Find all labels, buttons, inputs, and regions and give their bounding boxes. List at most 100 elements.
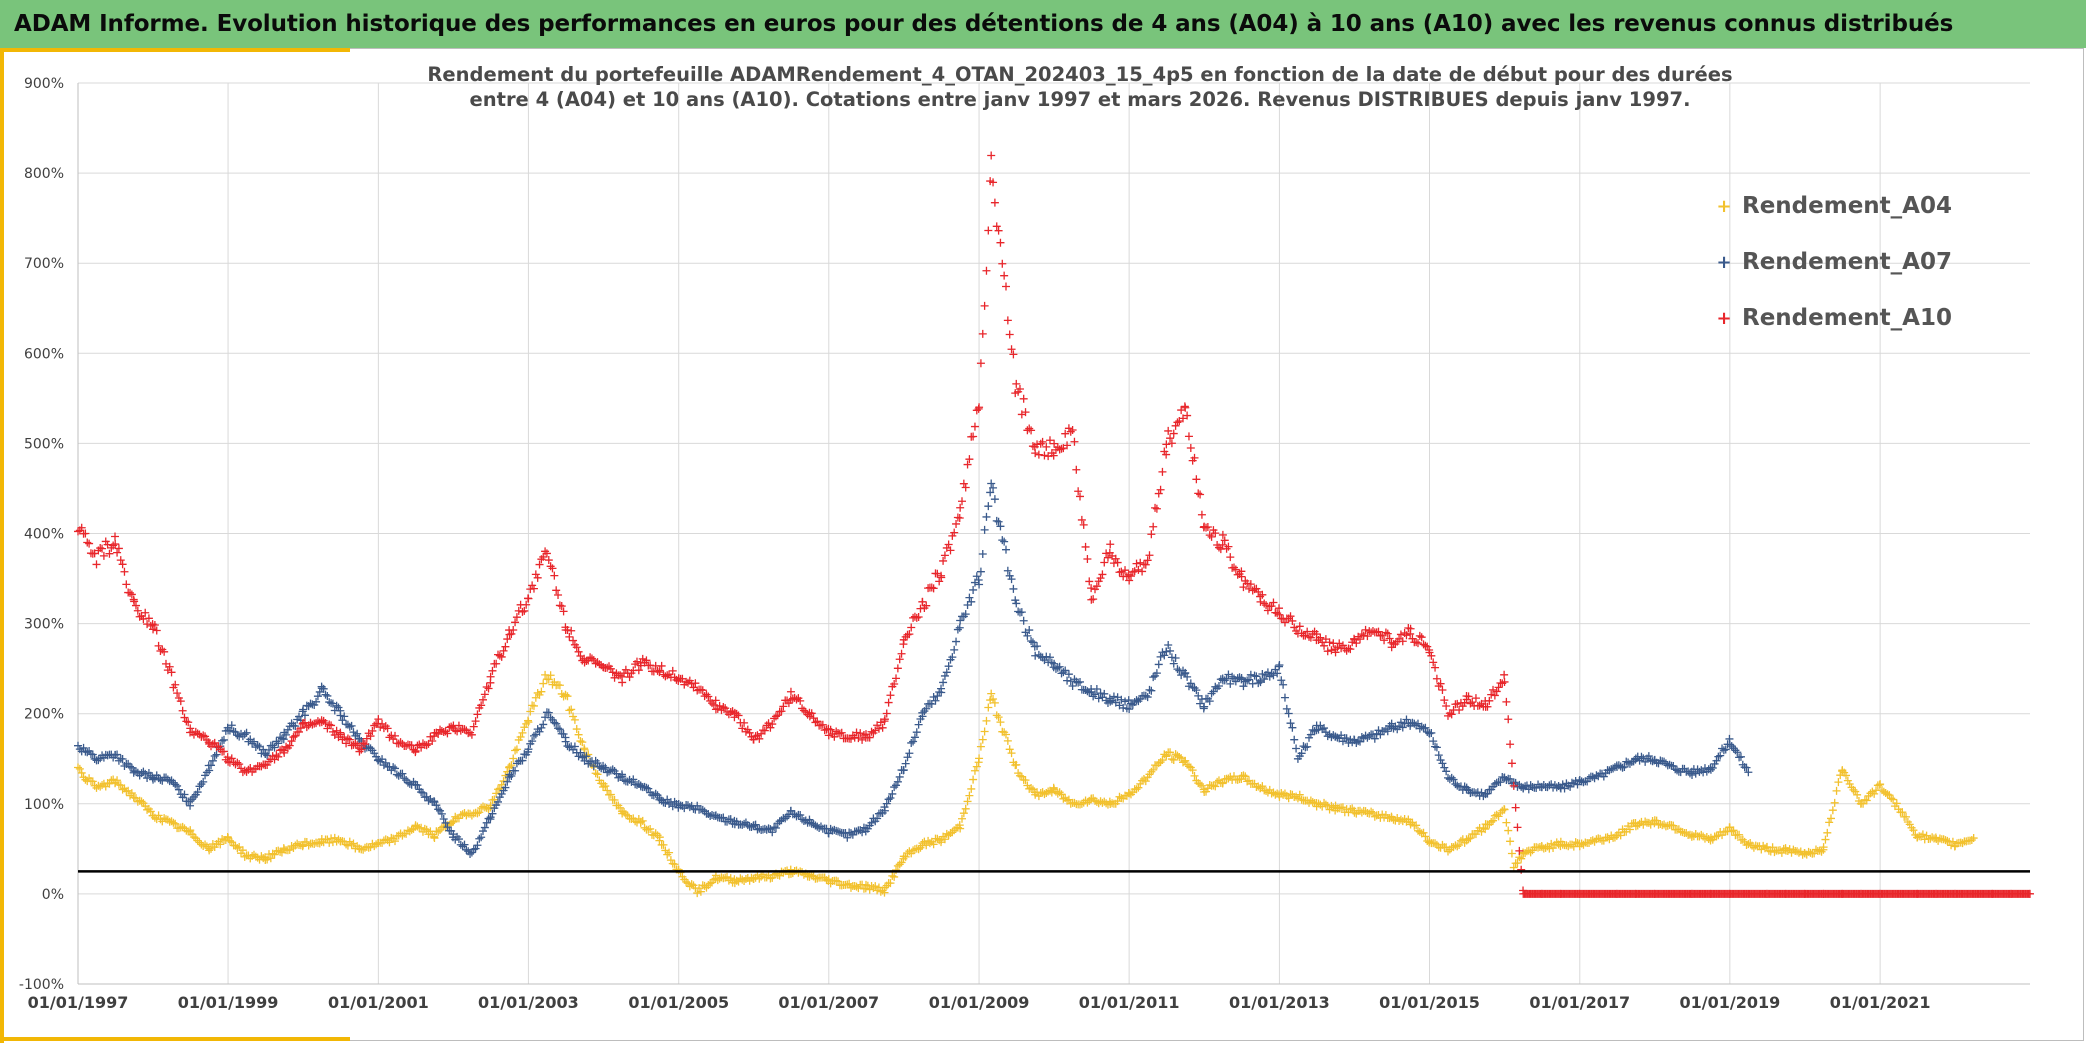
data-point-a07 [1374, 726, 1383, 735]
data-point-a07 [480, 823, 489, 832]
data-point-a10 [111, 532, 120, 541]
data-point-a04 [766, 874, 775, 883]
data-point-a07 [1246, 670, 1255, 679]
data-point-a07 [601, 763, 610, 772]
data-point-a10 [1263, 606, 1272, 615]
data-point-a07 [992, 516, 1001, 525]
data-point-a10 [946, 546, 955, 555]
y-tick-label: 600% [24, 346, 64, 362]
data-point-a07 [1228, 672, 1237, 681]
data-point-a10 [554, 591, 563, 600]
data-point-a10 [1335, 639, 1344, 648]
data-point-a10 [952, 519, 961, 528]
data-point-a04 [1887, 794, 1896, 803]
data-point-a10 [321, 719, 330, 728]
data-point-a07 [173, 781, 182, 790]
data-point-a07 [933, 692, 942, 701]
data-point-a07 [1396, 718, 1405, 727]
data-point-a07 [719, 813, 728, 822]
data-point-a07 [378, 755, 387, 764]
data-point-a04 [606, 790, 615, 799]
data-point-a10 [959, 479, 968, 488]
data-point-a10 [1063, 441, 1072, 450]
data-point-a10 [113, 548, 122, 557]
data-point-a07 [1398, 723, 1407, 732]
data-point-a04 [659, 840, 668, 849]
data-point-a10 [368, 726, 377, 735]
data-point-a10 [874, 724, 883, 733]
data-point-a07 [1220, 676, 1229, 685]
data-point-a07 [1712, 756, 1721, 765]
data-point-a04 [1845, 780, 1854, 789]
data-point-a04 [741, 875, 750, 884]
data-point-a10 [1207, 532, 1216, 541]
data-point-a07 [1258, 670, 1267, 679]
data-point-a04 [458, 810, 467, 819]
data-point-a04 [1489, 816, 1498, 825]
data-point-a10 [1229, 563, 1238, 572]
data-point-a10 [282, 742, 291, 751]
data-point-a10 [992, 222, 1001, 231]
data-point-a10 [240, 766, 249, 775]
data-point-a04 [1308, 798, 1317, 807]
data-point-a07 [1091, 690, 1100, 699]
data-point-a10 [422, 741, 431, 750]
data-point-a10 [219, 747, 228, 756]
data-point-a04 [1415, 827, 1424, 836]
data-point-a07 [398, 769, 407, 778]
data-point-a07 [306, 699, 315, 708]
data-point-a07 [982, 512, 991, 521]
data-point-a07 [1125, 705, 1134, 714]
data-point-a07 [693, 801, 702, 810]
data-point-a04 [422, 825, 431, 834]
data-point-a07 [1109, 692, 1118, 701]
data-point-a10 [1231, 565, 1240, 574]
data-point-a04 [193, 836, 202, 845]
data-point-a10 [1072, 465, 1081, 474]
data-point-a10 [512, 613, 521, 622]
data-point-a10 [1162, 440, 1171, 449]
data-point-a07 [1166, 646, 1175, 655]
data-point-a07 [901, 759, 910, 768]
data-point-a10 [1081, 542, 1090, 551]
data-point-a10 [880, 715, 889, 724]
data-point-a07 [922, 704, 931, 713]
data-point-a10 [1288, 616, 1297, 625]
data-point-a07 [1434, 751, 1443, 760]
data-point-a07 [503, 777, 512, 786]
data-point-a07 [1023, 631, 1032, 640]
data-point-a04 [88, 777, 97, 786]
data-point-a07 [1427, 728, 1436, 737]
data-point-a04 [146, 807, 155, 816]
data-point-a10 [638, 654, 647, 663]
data-point-a07 [524, 745, 533, 754]
data-point-a10 [569, 636, 578, 645]
data-point-a07 [261, 750, 270, 759]
data-point-a04 [1125, 789, 1134, 798]
data-point-a07 [1068, 682, 1077, 691]
data-point-a07 [740, 819, 749, 828]
data-point-a10 [606, 664, 615, 673]
data-point-a04 [137, 797, 146, 806]
data-point-a04 [892, 866, 901, 875]
data-point-a10 [1036, 439, 1045, 448]
data-point-a04 [1735, 830, 1744, 839]
data-point-a07 [272, 737, 281, 746]
data-point-a10 [370, 721, 379, 730]
data-point-a10 [835, 729, 844, 738]
data-point-a07 [528, 737, 537, 746]
data-point-a07 [268, 741, 277, 750]
data-point-a10 [1205, 531, 1214, 540]
data-point-a07 [629, 775, 638, 784]
y-tick-label: 300% [24, 617, 64, 633]
data-point-a04 [495, 784, 504, 793]
data-point-a07 [595, 762, 604, 771]
data-point-a07 [955, 623, 964, 632]
data-point-a07 [1190, 684, 1199, 693]
data-point-a07 [956, 616, 965, 625]
data-point-a07 [852, 827, 861, 836]
data-point-a10 [501, 642, 510, 651]
data-point-a07 [555, 725, 564, 734]
data-point-a07 [212, 750, 221, 759]
